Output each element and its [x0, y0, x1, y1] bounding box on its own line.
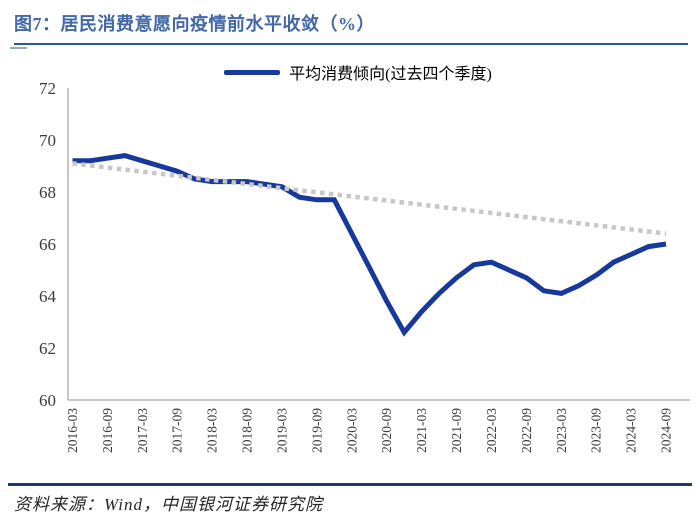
source-suffix: ，中国银河证券研究院: [142, 495, 323, 514]
consumption-propensity-line-chart: 72 70 68 66 64 62 60 2016-03 2016-09 2017-03 2017-…: [39, 79, 690, 453]
title-underline-tick: [10, 47, 27, 49]
source-prefix: 资料来源：: [14, 495, 104, 514]
chart-title: 图7：居民消费意愿向疫情前水平收敛（%）: [14, 14, 375, 34]
y-tick-label: 66: [39, 235, 56, 254]
x-tick-label: 2023-09: [589, 408, 604, 453]
source-name: Wind: [104, 495, 143, 514]
footer-divider: [8, 483, 692, 486]
x-tick-label: 2021-09: [449, 408, 464, 453]
x-tick-label: 2017-09: [170, 408, 185, 453]
y-tick-label: 62: [39, 339, 56, 358]
x-tick-label: 2018-03: [205, 408, 220, 453]
x-tick-label: 2024-03: [624, 408, 639, 453]
x-tick-label: 2021-03: [414, 408, 429, 453]
x-tick-label: 2019-03: [274, 408, 289, 453]
legend-series-label: 平均消费倾向(过去四个季度): [289, 66, 492, 83]
x-tick-label: 2024-09: [659, 408, 674, 453]
trend-dotted-line: [72, 161, 667, 236]
x-tick-label: 2018-09: [240, 408, 255, 453]
y-tick-label: 72: [39, 80, 56, 98]
x-tick-label: 2016-03: [65, 408, 80, 453]
x-tick-label: 2020-09: [379, 408, 394, 453]
y-tick-label: 64: [39, 287, 57, 306]
x-tick-label: 2022-03: [484, 408, 499, 453]
chart-legend: 平均消费倾向(过去四个季度): [8, 62, 700, 83]
y-tick-label: 68: [39, 183, 56, 202]
y-tick-label: 70: [39, 131, 56, 150]
x-tick-label: 2019-09: [309, 408, 324, 453]
main-series-line: [72, 153, 667, 337]
chart-area: 72 70 68 66 64 62 60 2016-03 2016-09 2017-03 2017-…: [0, 79, 700, 480]
x-tick-label: 2017-03: [135, 408, 150, 453]
source-note: 资料来源：Wind，中国银河证券研究院: [14, 490, 686, 515]
title-underline: [14, 43, 688, 45]
legend-line-swatch-icon: [224, 69, 281, 75]
x-tick-label: 2023-03: [554, 408, 569, 453]
x-tick-label: 2020-03: [344, 408, 359, 453]
y-tick-label: 60: [39, 391, 56, 410]
x-tick-label: 2022-09: [519, 408, 534, 453]
x-tick-label: 2016-09: [100, 408, 115, 453]
